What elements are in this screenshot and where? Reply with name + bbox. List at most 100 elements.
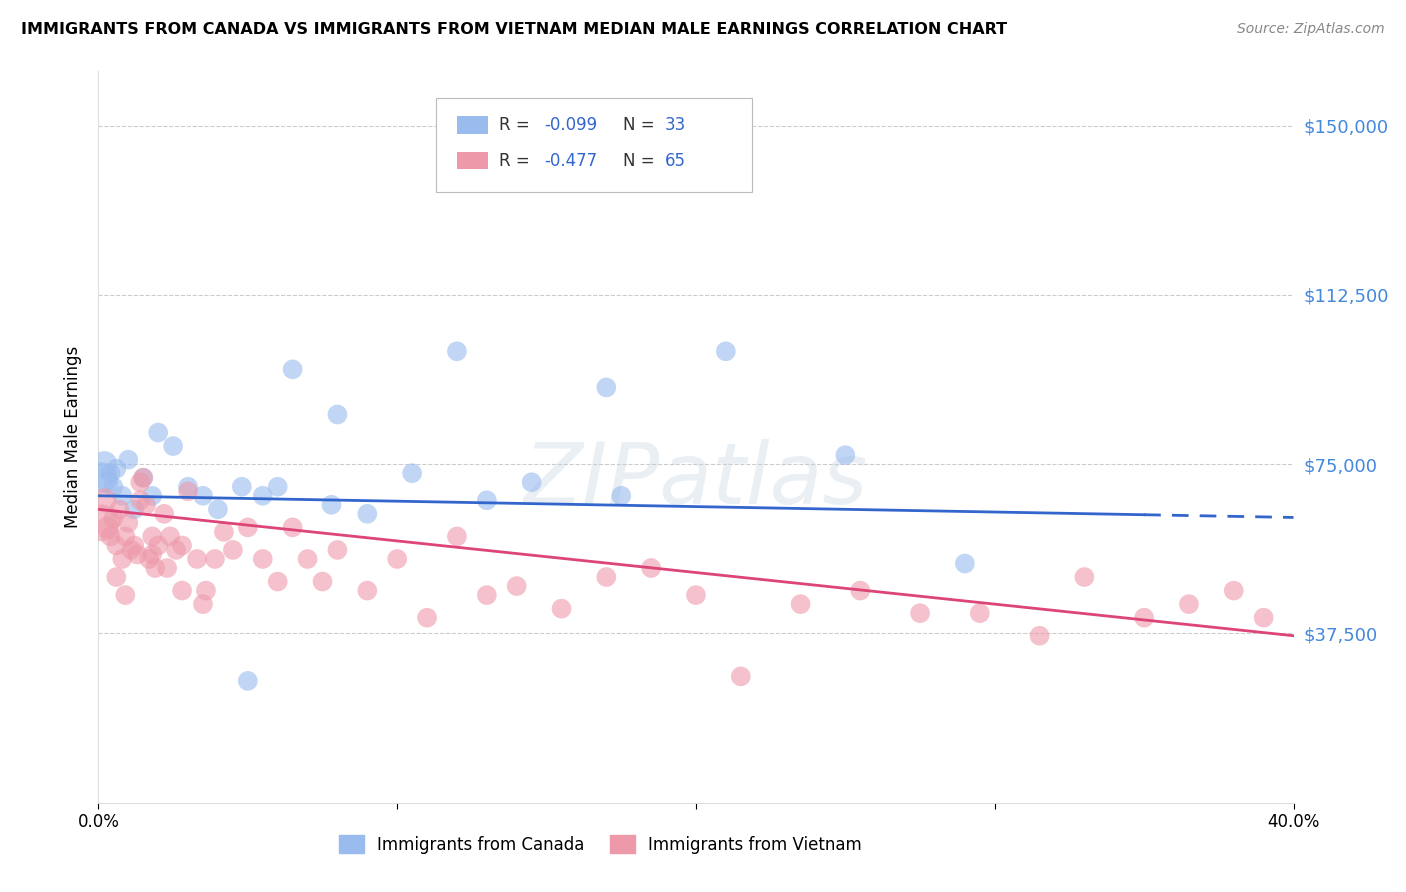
Point: [297, 552, 319, 566]
Point: [177, 484, 200, 499]
Point: [141, 548, 163, 562]
Point: [789, 597, 811, 611]
Point: [446, 344, 468, 359]
Point: [96, 520, 118, 534]
Point: [204, 552, 226, 566]
Point: [162, 439, 184, 453]
Point: [222, 543, 245, 558]
Point: [124, 538, 146, 552]
Text: ZIPatlas: ZIPatlas: [524, 440, 868, 523]
Point: [105, 461, 128, 475]
Point: [321, 498, 343, 512]
Point: [236, 673, 259, 688]
Point: [114, 588, 136, 602]
Point: [326, 408, 349, 422]
Point: [908, 606, 931, 620]
Point: [129, 493, 152, 508]
Point: [165, 543, 187, 558]
Point: [135, 498, 157, 512]
Point: [141, 489, 163, 503]
Point: [105, 570, 128, 584]
Point: [416, 610, 439, 624]
Point: [1073, 570, 1095, 584]
Text: 65: 65: [665, 152, 686, 169]
Point: [98, 466, 122, 480]
Point: [252, 489, 274, 503]
Point: [714, 344, 737, 359]
Point: [148, 538, 170, 552]
Text: R =: R =: [499, 116, 536, 134]
Point: [1178, 597, 1201, 611]
Point: [231, 480, 253, 494]
Text: IMMIGRANTS FROM CANADA VS IMMIGRANTS FROM VIETNAM MEDIAN MALE EARNINGS CORRELATI: IMMIGRANTS FROM CANADA VS IMMIGRANTS FRO…: [21, 22, 1007, 37]
Text: Source: ZipAtlas.com: Source: ZipAtlas.com: [1237, 22, 1385, 37]
Point: [326, 543, 349, 558]
Point: [475, 493, 498, 508]
Point: [124, 502, 146, 516]
Point: [129, 475, 152, 490]
Point: [132, 471, 155, 485]
Point: [177, 480, 200, 494]
Point: [252, 552, 274, 566]
Point: [207, 502, 229, 516]
Point: [90, 471, 112, 485]
Point: [311, 574, 333, 589]
Point: [550, 601, 572, 615]
Point: [108, 502, 131, 516]
Point: [96, 475, 118, 490]
Point: [446, 529, 468, 543]
Y-axis label: Median Male Earnings: Median Male Earnings: [63, 346, 82, 528]
Point: [103, 511, 125, 525]
Point: [143, 561, 166, 575]
Point: [595, 570, 617, 584]
Point: [191, 489, 214, 503]
Text: -0.477: -0.477: [544, 152, 598, 169]
Point: [506, 579, 529, 593]
Text: N =: N =: [623, 152, 659, 169]
Point: [969, 606, 991, 620]
Point: [1028, 629, 1050, 643]
Point: [93, 493, 115, 508]
Point: [212, 524, 235, 539]
Legend: Immigrants from Canada, Immigrants from Vietnam: Immigrants from Canada, Immigrants from …: [332, 829, 869, 860]
Point: [1133, 610, 1156, 624]
Point: [159, 529, 181, 543]
Point: [610, 489, 633, 503]
Point: [127, 548, 149, 562]
Point: [195, 583, 218, 598]
Point: [834, 448, 856, 462]
Text: R =: R =: [499, 152, 536, 169]
Point: [1223, 583, 1246, 598]
Point: [595, 380, 617, 394]
Point: [685, 588, 707, 602]
Point: [132, 471, 155, 485]
Point: [401, 466, 423, 480]
Point: [117, 452, 139, 467]
Point: [111, 489, 134, 503]
Point: [267, 480, 290, 494]
Point: [236, 520, 259, 534]
Point: [141, 529, 163, 543]
Point: [117, 516, 139, 530]
Point: [640, 561, 662, 575]
Point: [114, 529, 136, 543]
Point: [156, 561, 179, 575]
Point: [730, 669, 752, 683]
Point: [520, 475, 543, 490]
Point: [281, 362, 304, 376]
Point: [103, 480, 125, 494]
Point: [111, 552, 134, 566]
Point: [120, 543, 142, 558]
Text: -0.099: -0.099: [544, 116, 598, 134]
Point: [191, 597, 214, 611]
Point: [953, 557, 976, 571]
Point: [172, 583, 194, 598]
Point: [93, 457, 115, 471]
Point: [172, 538, 194, 552]
Point: [98, 529, 122, 543]
Point: [849, 583, 872, 598]
Point: [90, 516, 112, 530]
Point: [186, 552, 208, 566]
Point: [356, 507, 378, 521]
Text: N =: N =: [623, 116, 659, 134]
